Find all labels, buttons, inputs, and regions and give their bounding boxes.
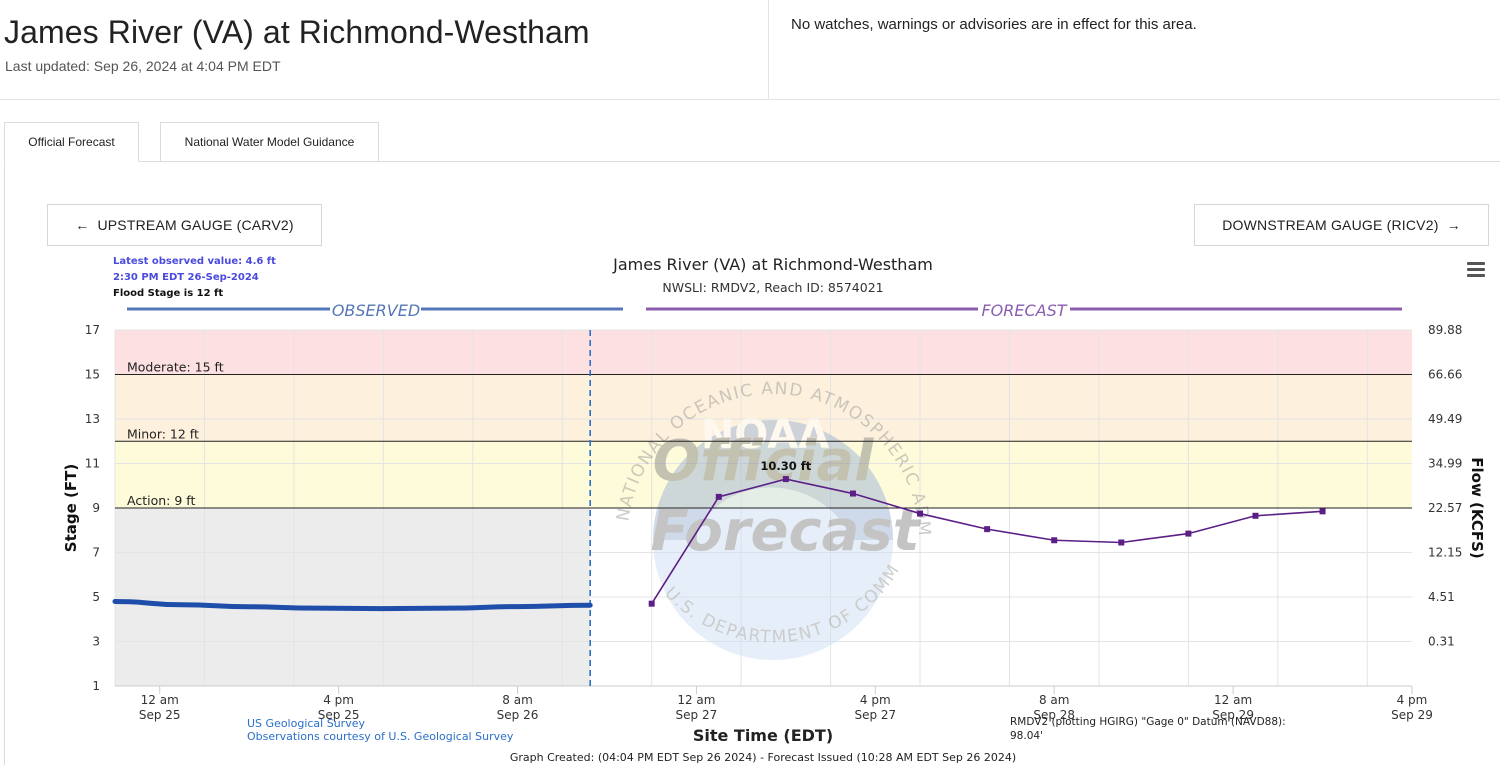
forecast-point [1319,508,1326,515]
y-tick-label: 3 [92,635,100,649]
flood-category-label: Moderate: 15 ft [127,360,224,375]
tab-national-water-model[interactable]: National Water Model Guidance [160,122,379,162]
x-tick-label-date: Sep 25 [318,708,360,722]
y-tick-label: 1 [92,679,100,693]
x-tick-label: 4 pm [323,693,354,707]
chart-title: James River (VA) at Richmond-Westham [612,255,933,274]
forecast-point [1252,512,1259,519]
y2-tick-label: 89.88 [1428,323,1462,337]
x-tick-label: 12 am [677,693,715,707]
x-tick-label: 8 am [1039,693,1070,707]
downstream-gauge-label: DOWNSTREAM GAUGE (RICV2) [1222,217,1439,233]
y-tick-label: 13 [85,412,100,426]
forecast-point [715,493,722,500]
x-axis-title: Site Time (EDT) [693,726,833,745]
arrow-left-icon: ← [75,217,90,233]
latest-observed-value: Latest observed value: 4.6 ft [113,256,276,267]
y2-tick-label: 34.99 [1428,457,1462,471]
watermark-official: Official [653,429,874,494]
flood-stage-note: Flood Stage is 12 ft [113,288,223,299]
y-tick-label: 9 [92,501,100,515]
x-tick-label-date: Sep 27 [854,708,896,722]
noaa-seal-bird [653,420,893,540]
forecast-point [1051,537,1058,544]
tab-official-forecast[interactable]: Official Forecast [4,122,139,162]
y2-tick-label: 22.57 [1428,501,1462,515]
x-tick-label: 12 am [141,693,179,707]
tab-label: National Water Model Guidance [184,135,355,149]
hamburger-menu-icon[interactable] [1467,262,1487,278]
page-title: James River (VA) at Richmond-Westham [4,14,590,50]
y-axis-title: Stage (FT) [62,464,80,552]
forecast-point [917,510,924,517]
arrow-right-icon: → [1446,217,1461,233]
x-tick-label-date: Sep 28 [1033,708,1075,722]
y2-tick-label: 49.49 [1428,412,1462,426]
forecast-label: FORECAST [981,301,1067,320]
x-tick-label-date: Sep 25 [139,708,181,722]
flood-band-0 [115,330,1412,375]
alerts-panel: No watches, warnings or advisories are i… [768,0,1500,100]
upstream-gauge-button[interactable]: ← UPSTREAM GAUGE (CARV2) [47,204,322,246]
axes: 13579111315170.314.5112.1522.5734.9949.4… [85,323,1463,722]
y-tick-label: 17 [85,323,100,337]
forecast-point [849,490,856,497]
flood-category-label: Action: 9 ft [127,493,195,508]
y2-tick-label: 4.51 [1428,590,1455,604]
alerts-text: No watches, warnings or advisories are i… [791,16,1197,33]
x-tick-label-date: Sep 27 [676,708,718,722]
forecast-point [648,600,655,607]
tab-label: Official Forecast [28,135,115,149]
noaa-seal-center-text: NOAA [701,412,829,458]
y2-axis-title: Flow (KCFS) [1468,457,1486,559]
y-tick-label: 15 [85,368,100,382]
y2-tick-label: 12.15 [1428,546,1462,560]
data-series: 10.30 ft [112,459,1326,612]
flood-category-lines: Moderate: 15 ft Minor: 12 ft Action: 9 ft [115,330,1412,686]
forecast-point [1185,530,1192,537]
forecast-point [1118,539,1125,546]
graph-created-note: Graph Created: (04:04 PM EDT Sep 26 2024… [510,751,1016,764]
observed-series-line [112,598,593,612]
x-tick-label-date: Sep 26 [497,708,539,722]
upstream-gauge-label: UPSTREAM GAUGE (CARV2) [97,217,294,233]
tab-divider [4,161,1500,162]
downstream-gauge-button[interactable]: DOWNSTREAM GAUGE (RICV2) → [1194,204,1489,246]
y2-tick-label: 66.66 [1428,368,1462,382]
x-tick-label: 12 am [1214,693,1252,707]
y2-tick-label: 0.31 [1428,635,1455,649]
latest-observed-time: 2:30 PM EDT 26-Sep-2024 [113,272,259,283]
y-tick-label: 7 [92,546,100,560]
last-updated: Last updated: Sep 26, 2024 at 4:04 PM ED… [5,58,281,74]
flood-category-label: Minor: 12 ft [127,426,199,441]
chart-subtitle: NWSLI: RMDV2, Reach ID: 8574021 [662,280,883,295]
source-courtesy[interactable]: Observations courtesy of U.S. Geological… [247,730,514,743]
header-left: James River (VA) at Richmond-Westham Las… [0,0,768,100]
forecast-point [782,476,789,483]
x-tick-label-date: Sep 29 [1391,708,1433,722]
observed-label: OBSERVED [332,301,420,320]
x-tick-label: 4 pm [1397,693,1428,707]
y-tick-label: 5 [92,590,100,604]
source-usgs[interactable]: US Geological Survey [247,717,365,730]
panel-border [4,161,5,765]
y-tick-label: 11 [85,457,100,471]
peak-label: 10.30 ft [760,459,811,473]
forecast-point [984,526,991,533]
datum-value: 98.04' [1010,730,1043,742]
datum-note: RMDV2 (plotting HGIRG) "Gage 0" Datum (N… [1010,716,1286,728]
watermark-forecast: Forecast [650,499,921,564]
x-tick-label: 8 am [502,693,533,707]
x-tick-label: 4 pm [860,693,891,707]
x-tick-label-date: Sep 29 [1212,708,1254,722]
